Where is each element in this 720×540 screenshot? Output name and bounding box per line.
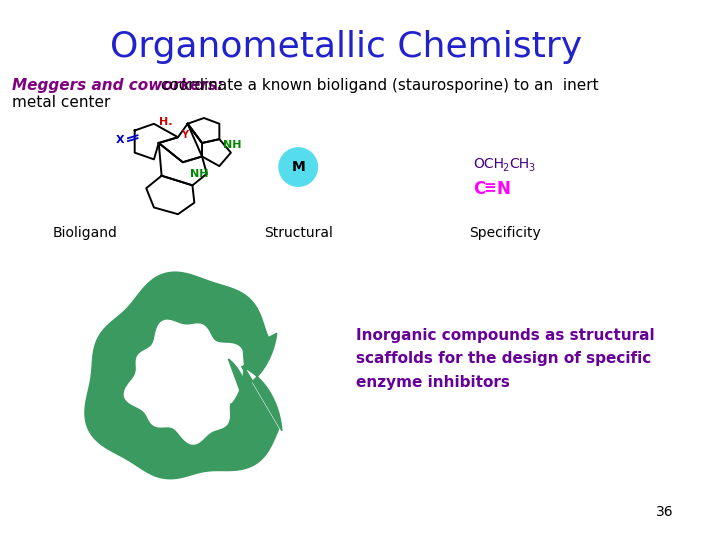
Text: Inorganic compounds as structural
scaffolds for the design of specific
enzyme in: Inorganic compounds as structural scaffo… [356, 328, 654, 389]
Text: ≡: ≡ [483, 180, 495, 195]
Text: OCH: OCH [473, 157, 504, 171]
Polygon shape [85, 272, 282, 479]
Text: M: M [292, 160, 305, 174]
Text: Y: Y [181, 130, 188, 140]
Text: 3: 3 [528, 163, 534, 173]
Text: NH: NH [191, 169, 209, 179]
Text: 2: 2 [502, 163, 508, 173]
Circle shape [279, 148, 318, 186]
Text: X: X [116, 135, 125, 145]
Text: Specificity: Specificity [469, 226, 541, 240]
Text: coordinate a known bioligand (staurosporine) to an  inert: coordinate a known bioligand (staurospor… [156, 78, 598, 93]
Text: H.: H. [158, 117, 172, 127]
Text: Bioligand: Bioligand [53, 226, 117, 240]
Text: NH: NH [223, 140, 242, 150]
Text: Structural: Structural [264, 226, 333, 240]
Text: Organometallic Chemistry: Organometallic Chemistry [110, 30, 582, 64]
Text: metal center: metal center [12, 95, 110, 110]
Text: CH: CH [509, 157, 529, 171]
Text: 36: 36 [656, 505, 673, 519]
Text: N: N [496, 180, 510, 198]
Text: Meggers and coworkers:: Meggers and coworkers: [12, 78, 222, 93]
Text: C: C [473, 180, 485, 198]
